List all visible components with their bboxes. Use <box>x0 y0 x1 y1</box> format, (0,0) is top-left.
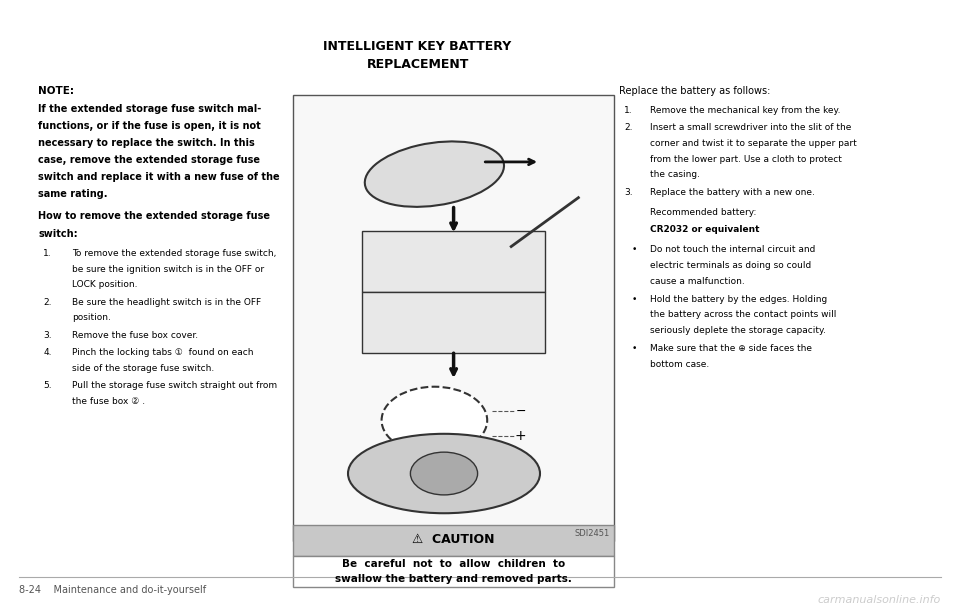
FancyBboxPatch shape <box>293 95 614 541</box>
Text: How to remove the extended storage fuse: How to remove the extended storage fuse <box>38 211 271 221</box>
Text: NOTE:: NOTE: <box>38 86 75 95</box>
Text: •: • <box>632 245 637 254</box>
Text: Pull the storage fuse switch straight out from: Pull the storage fuse switch straight ou… <box>72 381 277 390</box>
Text: Be sure the headlight switch is in the OFF: Be sure the headlight switch is in the O… <box>72 298 261 307</box>
Text: To remove the extended storage fuse switch,: To remove the extended storage fuse swit… <box>72 249 276 258</box>
Text: 2.: 2. <box>624 123 633 132</box>
Text: Replace the battery as follows:: Replace the battery as follows: <box>619 86 771 95</box>
Text: functions, or if the fuse is open, it is not: functions, or if the fuse is open, it is… <box>38 121 261 131</box>
Text: Remove the fuse box cover.: Remove the fuse box cover. <box>72 331 198 340</box>
Text: −: − <box>516 404 526 418</box>
Text: Remove the mechanical key from the key.: Remove the mechanical key from the key. <box>650 106 840 115</box>
Text: necessary to replace the switch. In this: necessary to replace the switch. In this <box>38 138 255 148</box>
Text: Recommended battery:: Recommended battery: <box>650 208 756 218</box>
Text: from the lower part. Use a cloth to protect: from the lower part. Use a cloth to prot… <box>650 155 842 164</box>
Text: Be  careful  not  to  allow  children  to
swallow the battery and removed parts.: Be careful not to allow children to swal… <box>335 559 572 584</box>
Text: CR2032 or equivalent: CR2032 or equivalent <box>650 225 759 235</box>
Text: Make sure that the ⊕ side faces the: Make sure that the ⊕ side faces the <box>650 344 812 353</box>
Text: 3.: 3. <box>624 188 633 197</box>
Text: 1.: 1. <box>43 249 52 258</box>
Text: +: + <box>515 428 527 442</box>
Text: Pinch the locking tabs ①  found on each: Pinch the locking tabs ① found on each <box>72 348 253 357</box>
Text: INTELLIGENT KEY BATTERY
REPLACEMENT: INTELLIGENT KEY BATTERY REPLACEMENT <box>324 40 512 71</box>
FancyBboxPatch shape <box>293 556 614 587</box>
Circle shape <box>411 452 478 495</box>
Text: Hold the battery by the edges. Holding: Hold the battery by the edges. Holding <box>650 295 828 304</box>
Text: LOCK position.: LOCK position. <box>72 280 137 290</box>
Ellipse shape <box>365 141 504 207</box>
Text: Insert a small screwdriver into the slit of the: Insert a small screwdriver into the slit… <box>650 123 852 132</box>
Text: SDI2451: SDI2451 <box>574 529 610 538</box>
Text: position.: position. <box>72 313 110 323</box>
Text: 3.: 3. <box>43 331 52 340</box>
Text: seriously deplete the storage capacity.: seriously deplete the storage capacity. <box>650 326 826 335</box>
Text: Do not touch the internal circuit and: Do not touch the internal circuit and <box>650 245 815 254</box>
FancyBboxPatch shape <box>363 231 545 292</box>
Text: ⚠  CAUTION: ⚠ CAUTION <box>413 533 494 546</box>
Text: 5.: 5. <box>43 381 52 390</box>
Text: switch:: switch: <box>38 229 78 238</box>
Text: the battery across the contact points will: the battery across the contact points wi… <box>650 310 836 320</box>
Text: 2.: 2. <box>43 298 52 307</box>
Ellipse shape <box>348 434 540 513</box>
Text: •: • <box>632 295 637 304</box>
Text: cause a malfunction.: cause a malfunction. <box>650 277 745 286</box>
Text: 4.: 4. <box>43 348 52 357</box>
Text: •: • <box>632 344 637 353</box>
Text: case, remove the extended storage fuse: case, remove the extended storage fuse <box>38 155 260 165</box>
FancyBboxPatch shape <box>363 292 545 353</box>
Text: the casing.: the casing. <box>650 170 700 180</box>
FancyBboxPatch shape <box>293 525 614 556</box>
Text: side of the storage fuse switch.: side of the storage fuse switch. <box>72 364 214 373</box>
Text: 8-24    Maintenance and do-it-yourself: 8-24 Maintenance and do-it-yourself <box>19 585 206 595</box>
Text: the fuse box ② .: the fuse box ② . <box>72 397 145 406</box>
Text: same rating.: same rating. <box>38 189 108 199</box>
Text: corner and twist it to separate the upper part: corner and twist it to separate the uppe… <box>650 139 856 148</box>
Text: Replace the battery with a new one.: Replace the battery with a new one. <box>650 188 815 197</box>
Text: electric terminals as doing so could: electric terminals as doing so could <box>650 261 811 270</box>
Circle shape <box>382 387 488 454</box>
Text: bottom case.: bottom case. <box>650 360 709 369</box>
Text: 1.: 1. <box>624 106 633 115</box>
Text: If the extended storage fuse switch mal-: If the extended storage fuse switch mal- <box>38 104 262 114</box>
Text: switch and replace it with a new fuse of the: switch and replace it with a new fuse of… <box>38 172 280 182</box>
Text: be sure the ignition switch is in the OFF or: be sure the ignition switch is in the OF… <box>72 265 264 274</box>
Text: carmanualsonline.info: carmanualsonline.info <box>818 595 941 605</box>
